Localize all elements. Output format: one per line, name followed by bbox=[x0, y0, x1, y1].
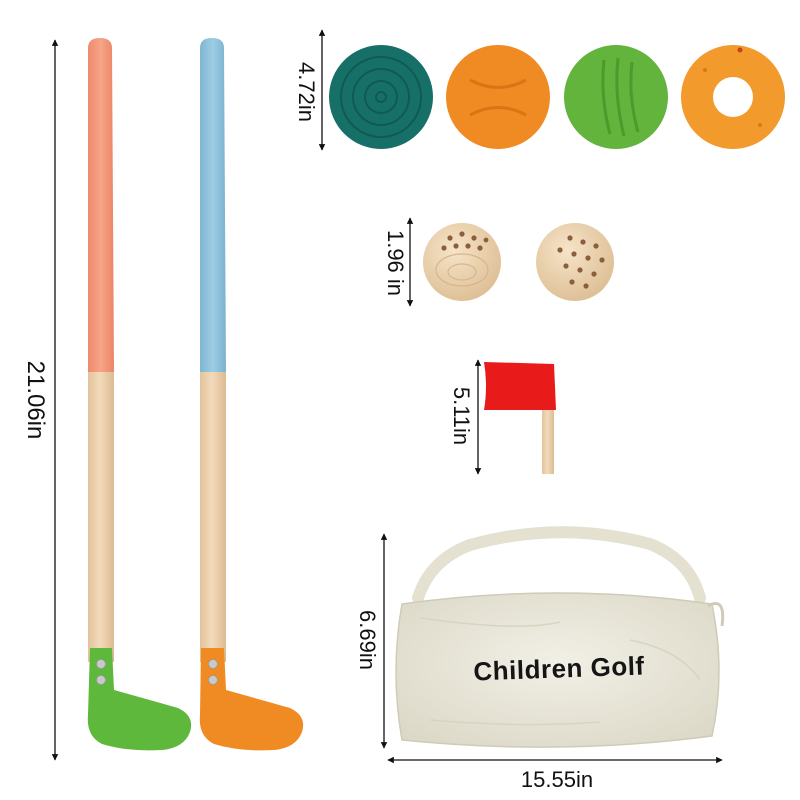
club-head-green bbox=[87, 648, 192, 751]
wooden-ball-2 bbox=[536, 223, 614, 301]
bag-print-text: Children Golf bbox=[472, 650, 646, 687]
rivet-icon bbox=[96, 675, 106, 685]
rivet-icon bbox=[96, 659, 106, 669]
club-grip-blue bbox=[200, 38, 226, 372]
disc-orange bbox=[446, 45, 550, 149]
club-length-label: 21.06in bbox=[22, 360, 49, 440]
disc-ring-orange bbox=[681, 45, 785, 149]
wooden-ball-1 bbox=[423, 223, 501, 301]
golf-club-pink bbox=[87, 38, 192, 751]
rivet-icon bbox=[208, 659, 218, 669]
disc-teal bbox=[329, 45, 433, 149]
disc-diameter-label: 4.72in bbox=[294, 62, 319, 122]
disc-green bbox=[564, 45, 668, 149]
club-shaft-wood bbox=[88, 372, 114, 662]
bag-drawstring bbox=[707, 602, 725, 627]
bag-width-label: 15.55in bbox=[520, 767, 594, 792]
canvas-bag bbox=[395, 526, 725, 748]
flag-cloth-red bbox=[484, 362, 556, 410]
golf-flag bbox=[484, 362, 556, 474]
rivet-icon bbox=[208, 675, 218, 685]
club-grip-pink bbox=[88, 38, 114, 372]
club-head-orange bbox=[199, 648, 304, 751]
club-shaft-wood bbox=[200, 372, 226, 662]
bag-height-label: 6.69in bbox=[355, 610, 380, 670]
bag-strap bbox=[412, 526, 706, 604]
flag-height-label: 5.11in bbox=[449, 386, 474, 446]
golf-club-blue bbox=[199, 38, 304, 751]
bag-body bbox=[395, 592, 720, 748]
ball-diameter-label: 1.96 in bbox=[383, 229, 408, 297]
